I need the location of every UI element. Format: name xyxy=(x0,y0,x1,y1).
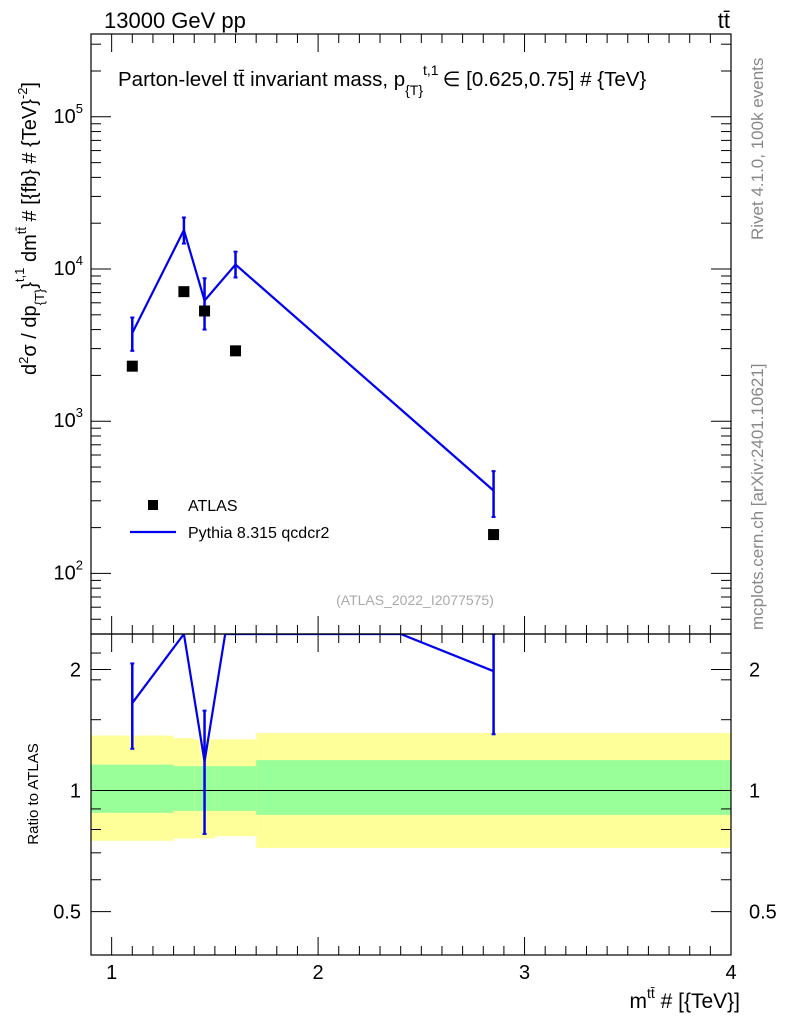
y-tick-label: 102 xyxy=(54,557,83,584)
ratio-axes: 0.5 0.5 1 1 2 2 1 2 3 4 xyxy=(53,634,777,984)
title-tail: ∈ [0.625,0.75] # {TeV} xyxy=(443,68,647,91)
ratio-y-tick-label-right: 1 xyxy=(749,781,760,803)
atlas-data-point xyxy=(488,529,500,541)
uncertainty-band-inner xyxy=(91,764,174,813)
header-right: tt̄ xyxy=(718,8,730,33)
ratio-clipped-group xyxy=(130,634,496,835)
legend-pythia-label: Pythia 8.315 qcdcr2 xyxy=(188,525,330,542)
main-panel: 102 103 104 105 Parton-level tt̄ invariant … xyxy=(12,33,732,681)
x-tick-label: 2 xyxy=(313,962,324,984)
ratio-y-tick-label-right: 0.5 xyxy=(749,902,777,924)
main-frame xyxy=(90,33,732,635)
ratio-frame xyxy=(90,633,732,956)
uncertainty-band-inner xyxy=(214,766,257,811)
ratio-y-tick-label: 1 xyxy=(70,781,81,803)
legend-atlas-marker xyxy=(148,500,158,510)
x-tick-label: 1 xyxy=(106,962,117,984)
atlas-data-point xyxy=(230,345,242,357)
legend-atlas-label: ATLAS xyxy=(188,498,238,515)
pythia-line xyxy=(131,227,495,492)
y-tick-label: 104 xyxy=(54,253,83,280)
title-subscript: {T} xyxy=(405,82,423,98)
ratio-marks xyxy=(130,634,496,835)
header-left: 13000 GeV pp xyxy=(104,8,246,33)
title-superscript: t,1 xyxy=(423,62,439,78)
y-tick-label: 103 xyxy=(54,405,83,432)
watermark: (ATLAS_2022_I2077575) xyxy=(336,592,494,608)
mcplots-label: mcplots.cern.ch [arXiv:2401.10621] xyxy=(748,364,767,630)
ratio-y-tick-label-right: 2 xyxy=(749,659,760,681)
x-tick-label: 4 xyxy=(725,962,736,984)
main-marks xyxy=(126,216,500,541)
ratio-line xyxy=(131,634,494,762)
y-tick-label: 105 xyxy=(54,101,83,128)
atlas-data-point xyxy=(199,305,211,317)
uncertainty-band-inner xyxy=(256,760,731,815)
legend: ATLAS Pythia 8.315 qcdcr2 xyxy=(130,498,330,542)
ratio-y-tick-label: 2 xyxy=(70,659,81,681)
uncertainty-band-inner xyxy=(173,766,195,811)
rivet-label: Rivet 4.1.0, 100k events xyxy=(748,58,767,240)
ratio-panel: 0.5 0.5 1 1 2 2 1 2 3 4 Ratio to ATLAS mtt̄ # [{T… xyxy=(25,633,777,1013)
main-ylabel: d2σ / dp{T}}t,1 dmtt̄ # [{fb} # {TeV}-2] xyxy=(12,82,47,375)
x-axis-label: mtt̄ # [{TeV}] xyxy=(629,985,740,1013)
main-axes: 102 103 104 105 xyxy=(54,34,732,681)
ratio-ylabel: Ratio to ATLAS xyxy=(25,743,42,844)
chart-title: Parton-level tt̄ invariant mass, p{T}t,1… xyxy=(118,62,646,98)
atlas-data-point xyxy=(126,360,138,372)
atlas-data-point xyxy=(178,286,190,298)
ratio-y-tick-label: 0.5 xyxy=(53,902,81,924)
x-tick-label: 3 xyxy=(519,962,530,984)
